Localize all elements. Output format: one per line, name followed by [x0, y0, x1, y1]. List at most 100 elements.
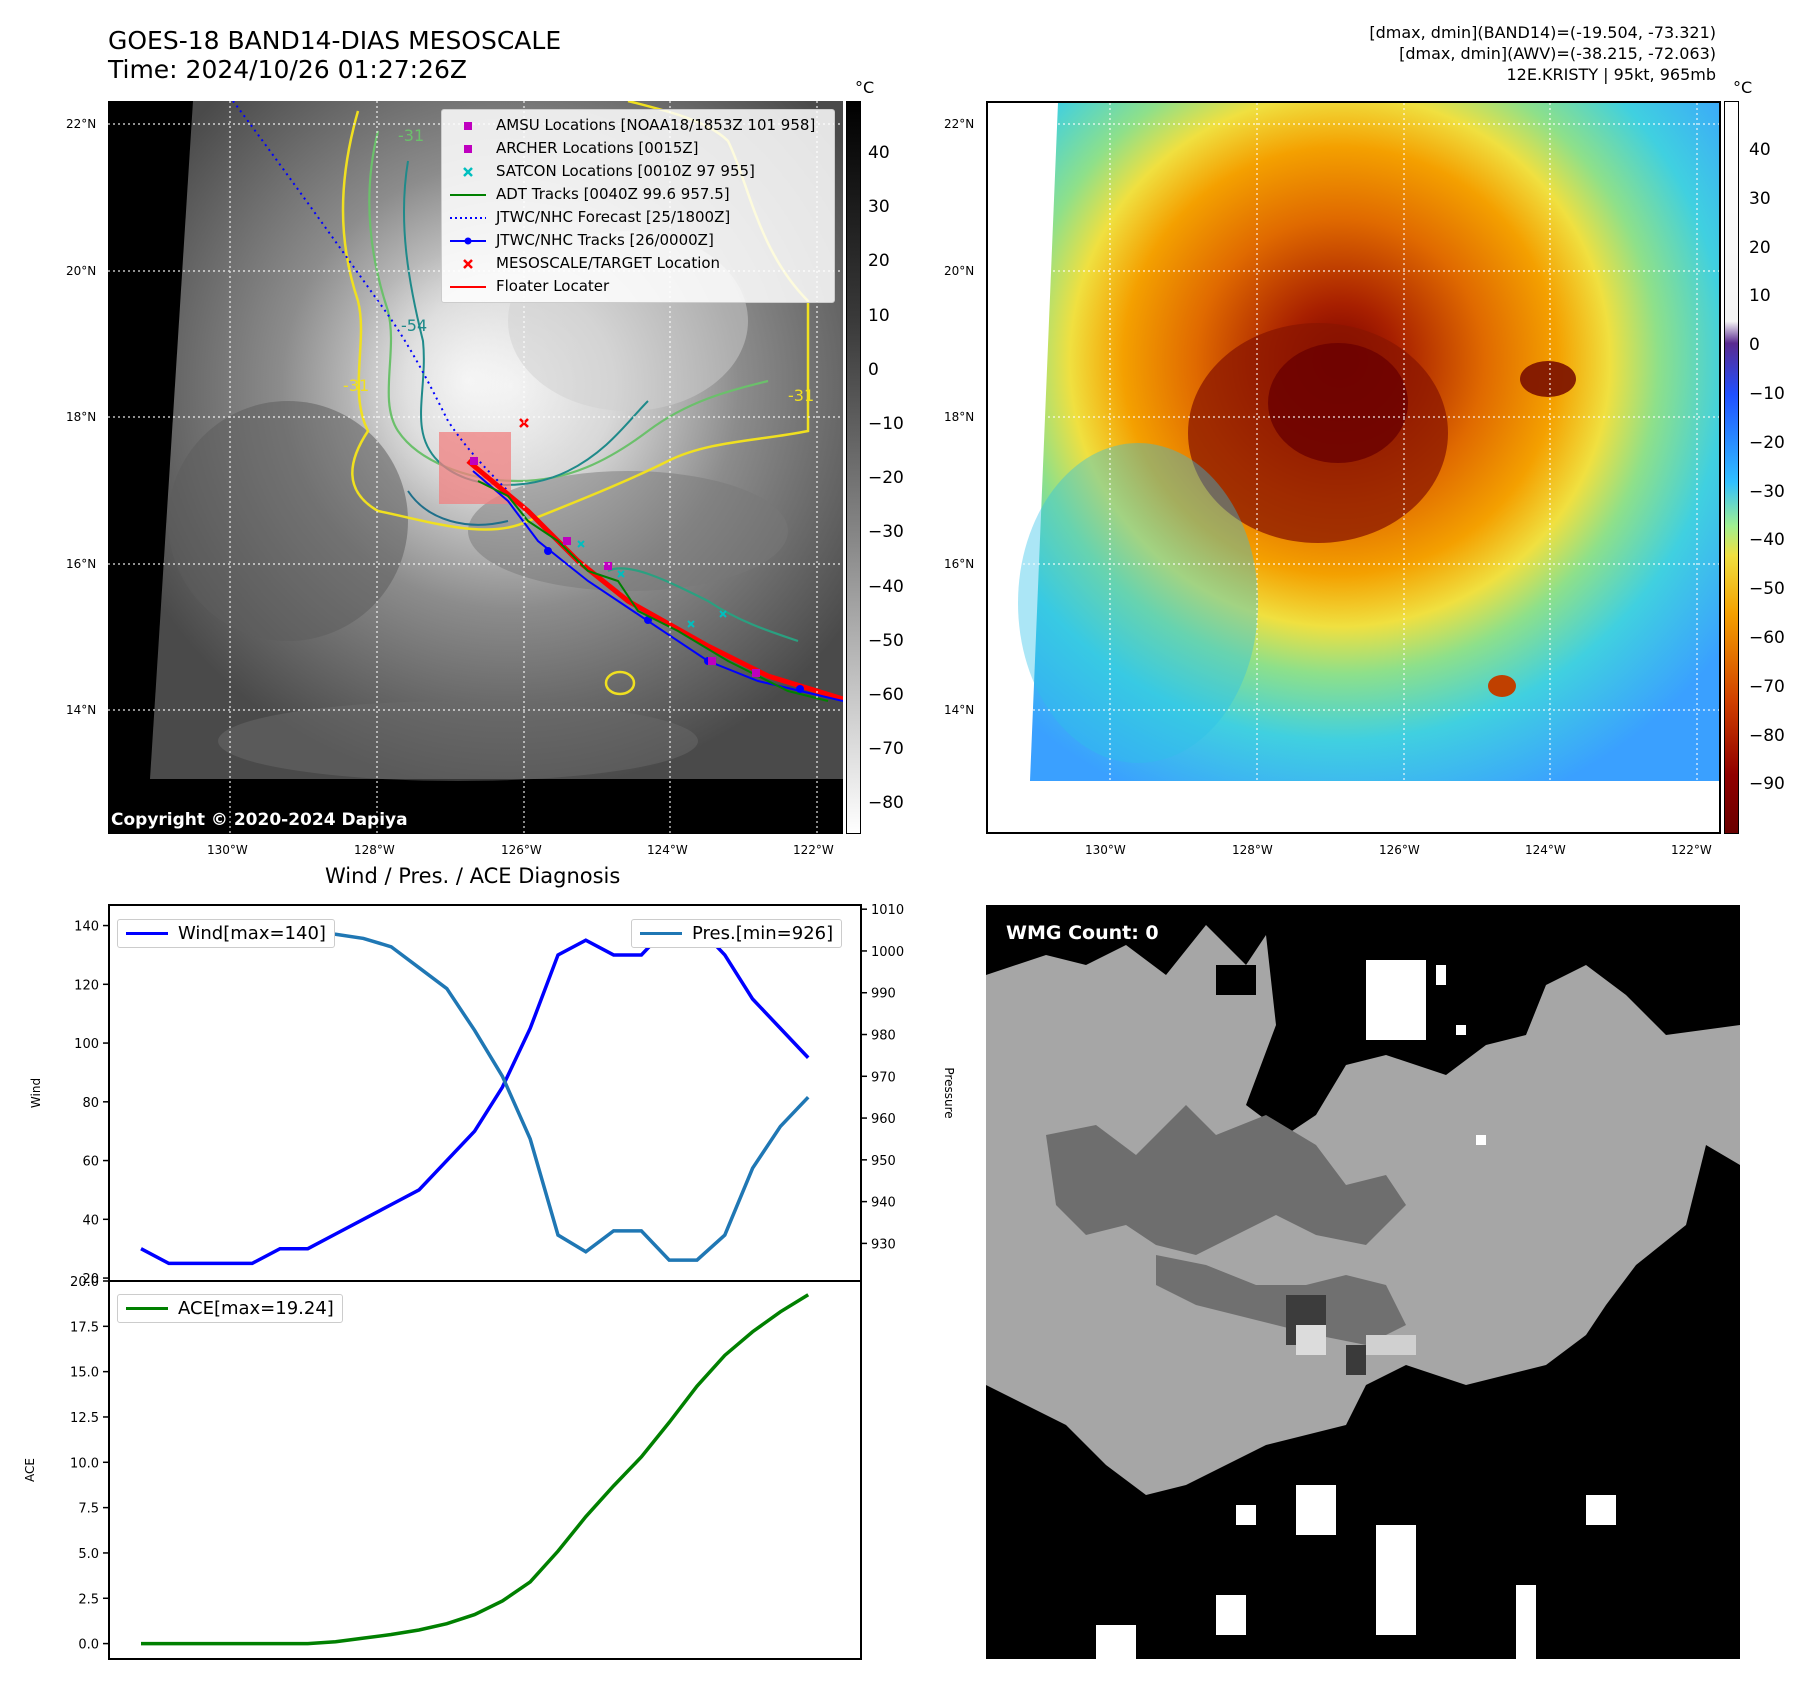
wind-ytick-label: 20: [82, 1272, 99, 1287]
wind-legend: Wind[max=140]: [117, 919, 335, 948]
pressure-legend-label: Pres.[min=926]: [692, 923, 834, 944]
left-colorbar: [846, 101, 861, 834]
info-line-2: [dmax, dmin](AWV)=(-38.215, -72.063): [1399, 44, 1716, 63]
info-line-1: [dmax, dmin](BAND14)=(-19.504, -73.321): [1369, 23, 1716, 42]
left-colorbar-tick: −30: [868, 522, 904, 543]
right-lon-122: 122°W: [1671, 843, 1712, 857]
pressure-line: [141, 919, 810, 1262]
legend-item: ADT Tracks [0040Z 99.6 957.5]: [448, 183, 828, 206]
wind-axis-label: Wind: [29, 1078, 43, 1108]
left-satellite-map: -31 -54 -31 -31 Copyright © 2020-2024 Da…: [108, 101, 843, 834]
solid-line-icon: [448, 186, 488, 204]
left-colorbar-tick: −10: [868, 414, 904, 434]
contour-label-2: -54: [401, 316, 427, 335]
ace-axis-label: ACE: [23, 1458, 37, 1482]
square-marker-icon: [448, 117, 488, 135]
pressure-ytick-label: 1010: [871, 903, 904, 918]
pressure-legend: Pres.[min=926]: [631, 919, 843, 948]
line-dot-icon: [448, 232, 488, 250]
left-colorbar-tick: −20: [868, 468, 904, 489]
wind-line: [140, 923, 810, 1266]
title-line-2: Time: 2024/10/26 01:27:26Z: [108, 55, 467, 84]
wind-ytick-label: 120: [74, 978, 99, 993]
left-lon-124: 124°W: [647, 843, 688, 857]
wmg-count-label: WMG Count: 0: [1006, 922, 1159, 944]
left-colorbar-tick: −40: [868, 576, 904, 597]
left-lon-122: 122°W: [793, 843, 834, 857]
left-lon-128: 128°W: [354, 843, 395, 857]
left-lat-16: 16°N: [66, 557, 97, 571]
legend-item: JTWC/NHC Tracks [26/0000Z]: [448, 229, 828, 252]
ace-ytick-label: 10.0: [70, 1456, 99, 1471]
ace-ytick-label: 17.5: [70, 1320, 99, 1335]
ace-legend-label: ACE[max=19.24]: [178, 1298, 334, 1319]
legend-label: Floater Locater: [496, 277, 610, 295]
legend-item: AMSU Locations [NOAA18/1853Z 101 958]: [448, 114, 828, 137]
right-awv-map: [986, 101, 1721, 834]
left-lat-20: 20°N: [66, 264, 97, 278]
pressure-ytick-label: 980: [871, 1029, 896, 1044]
ace-ytick-label: 2.5: [78, 1592, 99, 1607]
pressure-ytick-label: 930: [871, 1237, 896, 1252]
wind-ytick-label: 140: [74, 920, 99, 935]
left-colorbar-tick: 20: [868, 251, 890, 272]
right-lat-20: 20°N: [944, 264, 975, 278]
ace-legend: ACE[max=19.24]: [117, 1294, 343, 1323]
left-colorbar-tick: −70: [868, 739, 904, 760]
pressure-ytick-label: 960: [871, 1112, 896, 1127]
right-colorbar-unit: °C: [1733, 78, 1753, 97]
right-lon-128: 128°W: [1232, 843, 1273, 857]
pressure-ytick-label: 970: [871, 1070, 896, 1085]
right-map-svg: [988, 103, 1719, 832]
contour-label-4: -31: [788, 386, 814, 405]
ace-ytick-label: 7.5: [78, 1502, 99, 1517]
map-legend: AMSU Locations [NOAA18/1853Z 101 958] ARC…: [441, 109, 835, 303]
pressure-axis-label: Pressure: [942, 1067, 956, 1118]
legend-label: SATCON Locations [0010Z 97 955]: [496, 162, 755, 180]
solid-line-icon: [448, 278, 488, 296]
best-track: [472, 470, 843, 702]
adt-track: [477, 480, 829, 702]
diagnosis-title: Wind / Pres. / ACE Diagnosis: [325, 864, 621, 888]
right-colorbar-tick: −10: [1749, 384, 1785, 404]
left-colorbar-tick: −80: [868, 793, 904, 814]
left-lat-22: 22°N: [66, 117, 97, 131]
x-marker-icon: [448, 163, 488, 181]
right-colorbar-tick: −50: [1749, 579, 1785, 600]
legend-label: MESOSCALE/TARGET Location: [496, 254, 721, 272]
left-colorbar-tick: 40: [868, 143, 890, 163]
ace-line: [141, 1293, 810, 1646]
wind-pressure-axes: [108, 904, 862, 1282]
ace-ytick-label: 15.0: [70, 1366, 99, 1381]
dotted-line-icon: [448, 209, 488, 227]
legend-item: Floater Locater: [448, 275, 828, 298]
figure-title: GOES-18 BAND14-DIAS MESOSCALE Time: 2024/…: [108, 26, 561, 84]
legend-label: JTWC/NHC Forecast [25/1800Z]: [496, 208, 731, 226]
x-marker-icon: [448, 255, 488, 273]
ace-ytick-label: 5.0: [78, 1547, 99, 1562]
wmg-panel: WMG Count: 0: [986, 905, 1740, 1659]
right-colorbar: [1724, 101, 1739, 834]
wind-ytick-label: 60: [82, 1155, 99, 1170]
pressure-ytick-label: 990: [871, 987, 896, 1002]
right-colorbar-tick: −20: [1749, 432, 1785, 453]
wind-ytick-label: 40: [82, 1213, 99, 1228]
left-colorbar-tick: 0: [868, 359, 879, 380]
left-colorbar-tick: −50: [868, 630, 904, 651]
legend-item: MESOSCALE/TARGET Location: [448, 252, 828, 275]
right-colorbar-tick: −30: [1749, 481, 1785, 502]
wind-ytick-label: 100: [74, 1037, 99, 1052]
right-colorbar-tick: 30: [1749, 188, 1771, 209]
pressure-ytick-label: 1000: [871, 945, 904, 960]
wmg-mid-region: [1046, 1105, 1406, 1255]
wind-legend-label: Wind[max=140]: [178, 923, 326, 944]
left-colorbar-tick: −60: [868, 685, 904, 705]
legend-label: JTWC/NHC Tracks [26/0000Z]: [496, 231, 714, 249]
contour-label-3: -31: [343, 376, 369, 395]
storm-info: [dmax, dmin](BAND14)=(-19.504, -73.321) …: [1369, 22, 1716, 85]
right-lat-14: 14°N: [944, 703, 975, 717]
right-lat-18: 18°N: [944, 410, 975, 424]
right-colorbar-tick: 40: [1749, 140, 1771, 160]
square-marker-icon: [448, 140, 488, 158]
right-lon-126: 126°W: [1379, 843, 1420, 857]
